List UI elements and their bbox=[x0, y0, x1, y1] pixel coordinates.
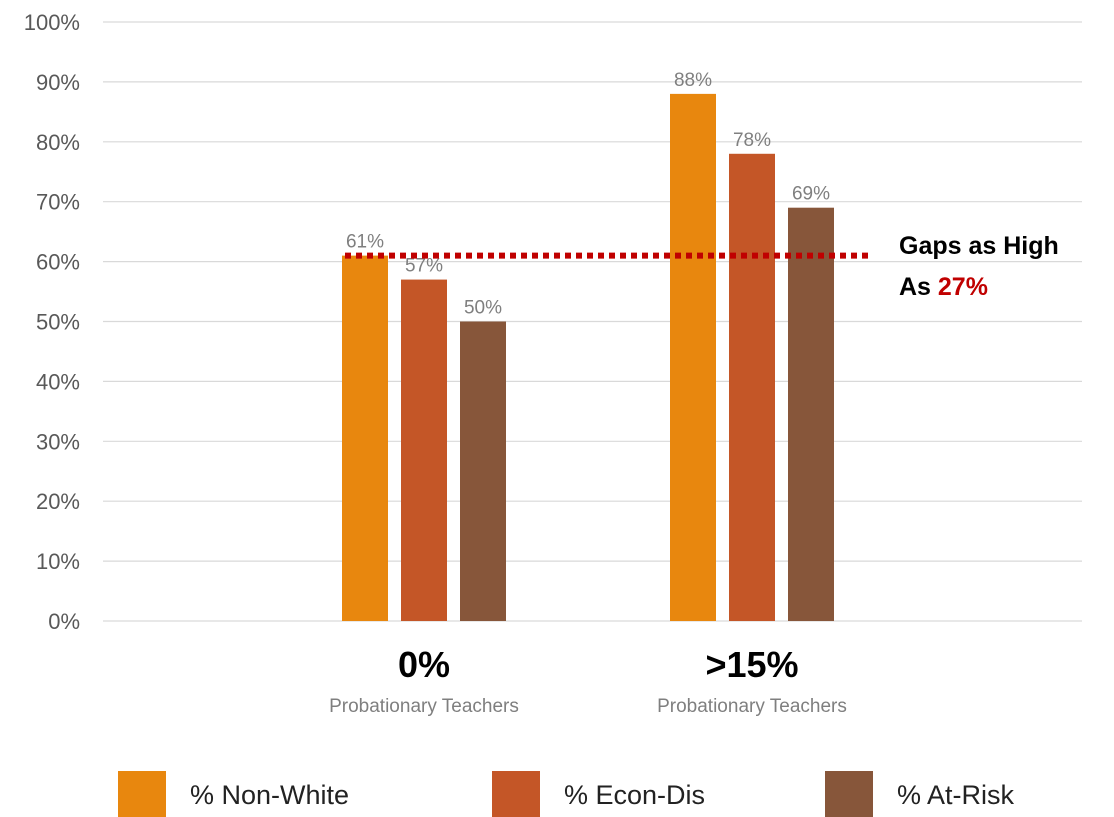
annotation-prefix: As bbox=[899, 273, 938, 301]
data-label: 69% bbox=[792, 184, 830, 205]
annotation-highlight: 27% bbox=[938, 273, 988, 301]
category-label: >15% bbox=[705, 644, 798, 685]
category-sublabel: Probationary Teachers bbox=[657, 696, 847, 717]
legend-label: % Non-White bbox=[190, 780, 349, 810]
y-tick-label: 100% bbox=[24, 10, 80, 35]
y-tick-label: 80% bbox=[36, 130, 80, 155]
bar bbox=[788, 207, 834, 621]
legend: % Non-White % Econ-Dis % At-Risk bbox=[118, 771, 1015, 817]
y-tick-label: 70% bbox=[36, 190, 80, 215]
data-labels: 61% 88% 57% 78% 50% 69% bbox=[346, 70, 830, 319]
legend-swatch bbox=[492, 771, 540, 817]
data-label: 78% bbox=[733, 130, 771, 151]
bar bbox=[729, 153, 775, 621]
category-sublabel: Probationary Teachers bbox=[329, 696, 519, 717]
y-tick-label: 40% bbox=[36, 369, 80, 394]
data-label: 57% bbox=[405, 256, 443, 277]
data-label: 88% bbox=[674, 70, 712, 91]
annotation-line-2: As 27% bbox=[899, 273, 988, 301]
annotation-line-1: Gaps as High bbox=[899, 232, 1059, 260]
y-tick-label: 90% bbox=[36, 70, 80, 95]
y-tick-label: 60% bbox=[36, 250, 80, 275]
legend-swatch bbox=[118, 771, 166, 817]
legend-label: % At-Risk bbox=[897, 780, 1015, 810]
y-tick-label: 10% bbox=[36, 549, 80, 574]
legend-swatch bbox=[825, 771, 873, 817]
data-label: 61% bbox=[346, 232, 384, 253]
legend-label: % Econ-Dis bbox=[564, 780, 705, 810]
category-labels: 0% Probationary Teachers >15% Probationary … bbox=[329, 644, 847, 717]
bar bbox=[401, 279, 447, 621]
y-axis-ticks: 0% 10% 20% 30% 40% 50% 60% 70% 80% 90% 100% bbox=[24, 10, 80, 634]
bar bbox=[342, 255, 388, 622]
gridlines bbox=[103, 21, 1082, 622]
data-label: 50% bbox=[464, 298, 502, 319]
bars bbox=[342, 93, 834, 622]
bar bbox=[670, 93, 716, 621]
y-tick-label: 20% bbox=[36, 489, 80, 514]
y-tick-label: 0% bbox=[48, 609, 80, 634]
category-label: 0% bbox=[398, 644, 450, 685]
y-tick-label: 50% bbox=[36, 310, 80, 335]
bar bbox=[460, 321, 506, 621]
y-tick-label: 30% bbox=[36, 429, 80, 454]
